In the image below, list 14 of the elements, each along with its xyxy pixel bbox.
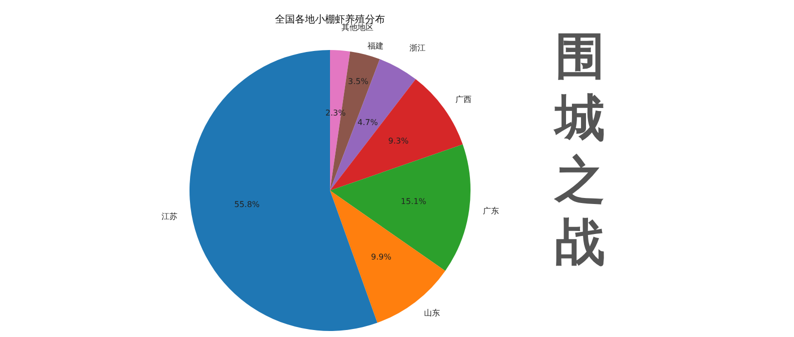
data-label: 9.9% — [371, 252, 392, 262]
slice-label: 江苏 — [162, 212, 178, 221]
data-label: 55.8% — [234, 200, 260, 209]
slice-label: 其他地区 — [342, 23, 374, 32]
slice-label: 广西 — [455, 95, 472, 104]
slice-label: 福建 — [367, 41, 384, 50]
slice-label: 广东 — [483, 206, 500, 216]
text: 围城之战 — [553, 26, 605, 271]
data-label: 15.1% — [400, 197, 427, 206]
data-label: 3.5% — [348, 76, 369, 86]
slice-label: 山东 — [424, 308, 440, 318]
slice-label: 浙江 — [409, 43, 426, 52]
data-label: 4.7% — [357, 118, 378, 128]
data-label: 9.3% — [388, 136, 409, 146]
